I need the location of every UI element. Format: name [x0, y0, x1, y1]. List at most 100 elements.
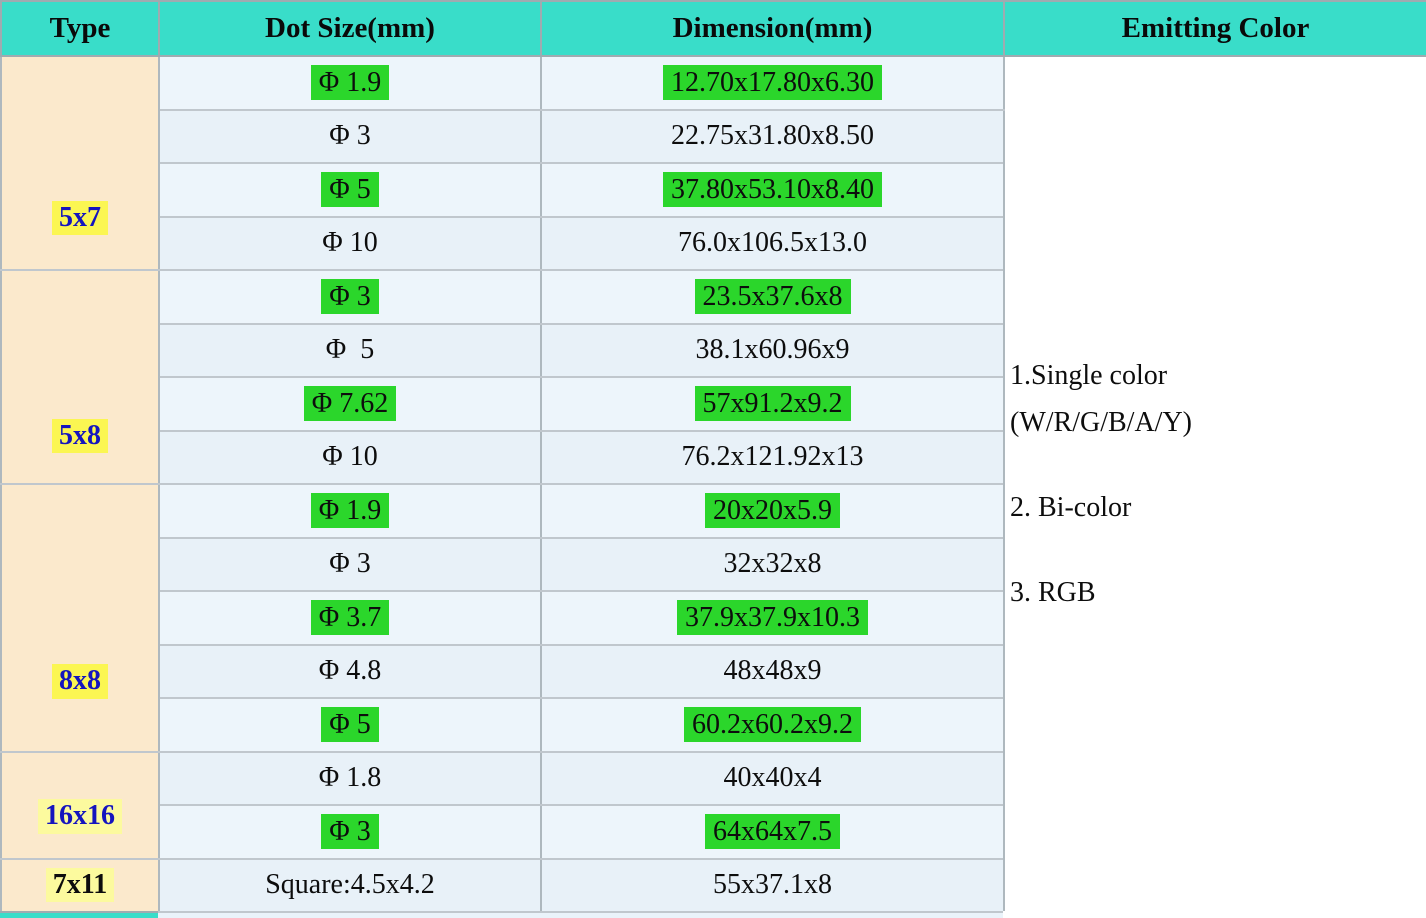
- table-body: 5x7 Φ 1.9 12.70x17.80x6.30 1.Single color (W…: [0, 55, 1426, 913]
- dot-size-cell: Φ 3: [158, 804, 542, 860]
- dot-size-value: Φ 4.8: [318, 655, 382, 687]
- type-label: 16x16: [38, 799, 122, 834]
- dimension-value: 37.80x53.10x8.40: [663, 172, 882, 208]
- table-row: Φ 10 76.2x121.92x13: [1, 429, 1426, 485]
- dot-size-value: Φ 3: [329, 120, 371, 152]
- dot-size-cell: Φ 3: [158, 108, 542, 164]
- dot-size-value: Φ 5: [325, 334, 375, 366]
- dot-size-cell: Φ 4.8: [158, 643, 542, 699]
- col-header-dimension: Dimension(mm): [540, 0, 1005, 57]
- dot-size-cell: Square:4.5x4.2: [158, 857, 542, 913]
- dimension-cell: 22.75x31.80x8.50: [540, 108, 1005, 164]
- type-label: 8x8: [52, 664, 108, 699]
- dimension-value: 37.9x37.9x10.3: [677, 600, 868, 636]
- type-label: 5x7: [52, 200, 108, 235]
- dimension-cell: 23.5x37.6x8: [540, 269, 1005, 325]
- next-section-white-stub: [1003, 911, 1426, 918]
- table-row: 5x8 Φ 3 23.5x37.6x8: [0, 269, 1426, 485]
- dimension-value: 55x37.1x8: [713, 869, 832, 901]
- table-row: Φ 3 64x64x7.5: [1, 804, 1426, 860]
- dot-size-value: Φ 10: [322, 441, 378, 473]
- dimension-cell: 40x40x4: [540, 750, 1005, 806]
- dimension-cell: 38.1x60.96x9: [540, 322, 1005, 378]
- dot-size-cell: Φ 10: [158, 429, 542, 485]
- table-row: Φ 5 37.80x53.10x8.40: [1, 162, 1426, 218]
- next-table-section-stub: [0, 911, 1426, 918]
- dot-size-cell: Φ 7.62: [158, 376, 542, 432]
- dimension-cell: 60.2x60.2x9.2: [540, 697, 1005, 753]
- type-cell-7x11: 7x11: [0, 857, 160, 913]
- dot-size-cell: Φ 3: [158, 269, 542, 325]
- dot-size-value: Φ 1.8: [318, 762, 382, 794]
- table-row: 7x11 Square:4.5x4.2 55x37.1x8: [0, 857, 1426, 913]
- table-header-row: Type Dot Size(mm) Dimension(mm) Emitting…: [0, 0, 1426, 57]
- table-row: Φ 5 60.2x60.2x9.2: [1, 697, 1426, 753]
- table-row: Φ 3 32x32x8: [1, 536, 1426, 592]
- type-cell-5x7: 5x7: [0, 55, 160, 271]
- dimension-cell: 37.80x53.10x8.40: [540, 162, 1005, 218]
- dimension-value: 22.75x31.80x8.50: [671, 120, 874, 152]
- type-label: 7x11: [45, 868, 115, 903]
- type-cell-8x8: 8x8: [0, 483, 160, 753]
- dimension-cell: 55x37.1x8: [540, 857, 1005, 913]
- dimension-value: 20x20x5.9: [705, 493, 840, 529]
- dot-size-value: Φ 1.9: [310, 493, 390, 529]
- emitting-color-item: 2. Bi-color: [1010, 484, 1426, 531]
- type-label: 5x8: [52, 418, 108, 453]
- dimension-value: 12.70x17.80x6.30: [663, 65, 882, 101]
- dot-size-value: Φ 5: [321, 172, 379, 208]
- type-cell-5x8: 5x8: [0, 269, 160, 485]
- dot-size-cell: Φ 5: [158, 697, 542, 753]
- dot-size-value: Square:4.5x4.2: [265, 869, 435, 901]
- dot-size-value: Φ 10: [322, 227, 378, 259]
- next-section-body-stub: [158, 911, 1003, 918]
- dot-size-cell: Φ 3: [158, 536, 542, 592]
- dimension-cell: 76.2x121.92x13: [540, 429, 1005, 485]
- dot-size-value: Φ 7.62: [303, 386, 397, 422]
- dot-size-cell: Φ 10: [158, 215, 542, 271]
- dot-size-value: Φ 3: [321, 814, 379, 850]
- dot-size-cell: Φ 5: [158, 162, 542, 218]
- dot-size-value: Φ 3: [321, 279, 379, 315]
- dimension-cell: 37.9x37.9x10.3: [540, 590, 1005, 646]
- dimension-cell: 48x48x9: [540, 643, 1005, 699]
- dimension-value: 76.2x121.92x13: [681, 441, 864, 473]
- dot-size-cell: Φ 1.9: [158, 55, 542, 111]
- col-header-type: Type: [0, 0, 160, 57]
- dimension-cell: 12.70x17.80x6.30: [540, 55, 1005, 111]
- table-row: Φ 3 22.75x31.80x8.50: [1, 108, 1426, 164]
- emitting-color-line: 2. Bi-color: [1010, 492, 1132, 523]
- table-row: Φ 10 76.0x106.5x13.0: [1, 215, 1426, 271]
- dot-size-cell: Φ 1.9: [158, 483, 542, 539]
- dot-size-cell: Φ 1.8: [158, 750, 542, 806]
- dimension-cell: 32x32x8: [540, 536, 1005, 592]
- dimension-cell: 76.0x106.5x13.0: [540, 215, 1005, 271]
- emitting-color-line: 3. RGB: [1010, 577, 1096, 608]
- dot-size-cell: Φ 3.7: [158, 590, 542, 646]
- dot-size-value: Φ 3.7: [310, 600, 390, 636]
- col-header-emitting-color: Emitting Color: [1003, 0, 1426, 57]
- dot-size-value: Φ 1.9: [310, 65, 390, 101]
- table-row: Φ 7.62 57x91.2x9.2: [1, 376, 1426, 432]
- dimension-cell: 20x20x5.9: [540, 483, 1005, 539]
- table-row: 5x7 Φ 1.9 12.70x17.80x6.30 1.Single color (W…: [0, 55, 1426, 913]
- dimension-value: 38.1x60.96x9: [695, 334, 850, 366]
- dimension-value: 60.2x60.2x9.2: [684, 707, 861, 743]
- dimension-value: 23.5x37.6x8: [694, 279, 851, 315]
- dimension-value: 76.0x106.5x13.0: [678, 227, 867, 259]
- dimension-cell: 57x91.2x9.2: [540, 376, 1005, 432]
- table-row: Φ 3.7 37.9x37.9x10.3: [1, 590, 1426, 646]
- emitting-color-line: 1.Single color: [1010, 360, 1168, 391]
- table-row: Φ 5 38.1x60.96x9: [1, 322, 1426, 378]
- dimension-cell: 64x64x7.5: [540, 804, 1005, 860]
- next-section-type-header-stub: [0, 911, 158, 918]
- emitting-color-item: 1.Single color (W/R/G/B/A/Y): [1010, 352, 1426, 446]
- dimension-value: 32x32x8: [723, 548, 822, 580]
- emitting-color-line: (W/R/G/B/A/Y): [1010, 407, 1192, 438]
- table-row: 16x16 Φ 1.8 40x40x4: [0, 750, 1426, 860]
- dimension-value: 57x91.2x9.2: [694, 386, 851, 422]
- dot-size-cell: Φ 5: [158, 322, 542, 378]
- table-row: Φ 4.8 48x48x9: [1, 643, 1426, 699]
- emitting-color-item: 3. RGB: [1010, 569, 1426, 616]
